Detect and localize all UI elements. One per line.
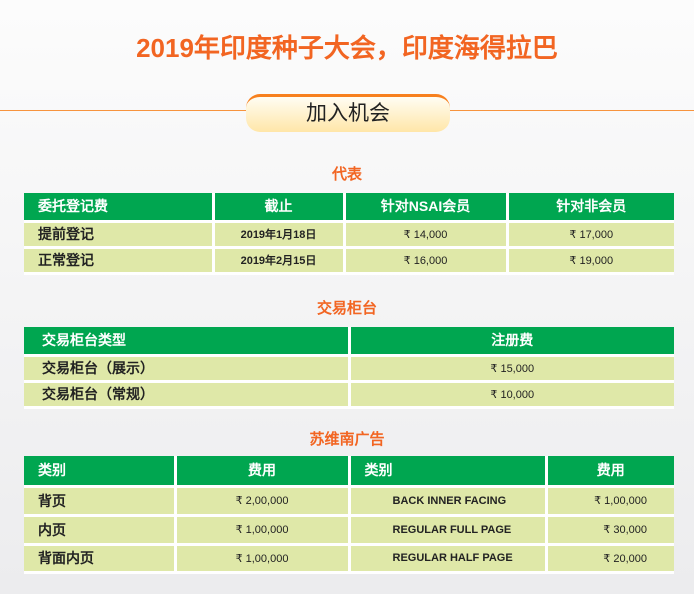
table-row: 交易柜台（常规） ₹ 10,000 [24,381,674,409]
cell: ₹ 1,00,000 [544,486,674,517]
table-row: 正常登记 2019年2月15日 ₹ 16,000 ₹ 19,000 [24,247,674,275]
cell: 背面内页 [24,544,177,574]
cell: ₹ 17,000 [505,221,674,249]
header-cell: 费用 [173,456,351,488]
section-banner: 加入机会 [246,94,450,132]
cell: REGULAR HALF PAGE [347,544,548,574]
table-row: 背页 ₹ 2,00,000 BACK INNER FACING ₹ 1,00,0… [24,486,674,517]
counter-table: 交易柜台类型 注册费 交易柜台（展示） ₹ 15,000 交易柜台（常规） ₹ … [24,327,674,409]
cell: BACK INNER FACING [347,486,548,517]
page-title: 2019年印度种子大会，印度海得拉巴 [136,33,558,63]
cell: 提前登记 [24,221,215,249]
header-cell: 类别 [347,456,548,488]
table-row: 交易柜台（展示） ₹ 15,000 [24,355,674,383]
header-cell: 交易柜台类型 [24,327,351,357]
cell: 交易柜台（常规） [24,381,351,409]
cell: ₹ 30,000 [544,515,674,546]
cell: 正常登记 [24,247,215,275]
counter-heading: 交易柜台 [316,300,377,317]
ads-heading: 苏维南广告 [309,431,385,448]
header-cell: 针对非会员 [505,193,674,223]
header-cell: 类别 [24,456,177,488]
cell: 内页 [24,515,177,546]
cell: ₹ 15,000 [347,355,674,383]
cell: 交易柜台（展示） [24,355,351,383]
header-cell: 截止 [211,193,346,223]
cell: REGULAR FULL PAGE [347,515,548,546]
table-header: 类别 费用 类别 费用 [24,456,674,488]
delegate-table: 委托登记费 截止 针对NSAI会员 针对非会员 提前登记 2019年1月18日 … [24,193,674,275]
cell: ₹ 1,00,000 [173,544,351,574]
cell: ₹ 2,00,000 [173,486,351,517]
cell: ₹ 20,000 [544,544,674,574]
cell: ₹ 16,000 [342,247,509,275]
cell: 背页 [24,486,177,517]
table-row: 提前登记 2019年1月18日 ₹ 14,000 ₹ 17,000 [24,221,674,249]
cell: 2019年2月15日 [211,247,346,275]
cell: ₹ 19,000 [505,247,674,275]
header-cell: 费用 [544,456,674,488]
header-cell: 针对NSAI会员 [342,193,509,223]
header-cell: 注册费 [347,327,674,357]
cell: 2019年1月18日 [211,221,346,249]
delegate-heading: 代表 [331,166,362,183]
cell: ₹ 10,000 [347,381,674,409]
table-row: 内页 ₹ 1,00,000 REGULAR FULL PAGE ₹ 30,000 [24,515,674,546]
table-header: 委托登记费 截止 针对NSAI会员 针对非会员 [24,193,674,223]
table-row: 背面内页 ₹ 1,00,000 REGULAR HALF PAGE ₹ 20,0… [24,544,674,574]
cell: ₹ 1,00,000 [173,515,351,546]
cell: ₹ 14,000 [342,221,509,249]
header-cell: 委托登记费 [24,193,215,223]
ads-table: 类别 费用 类别 费用 背页 ₹ 2,00,000 BACK INNER FAC… [24,456,674,574]
table-header: 交易柜台类型 注册费 [24,327,674,357]
